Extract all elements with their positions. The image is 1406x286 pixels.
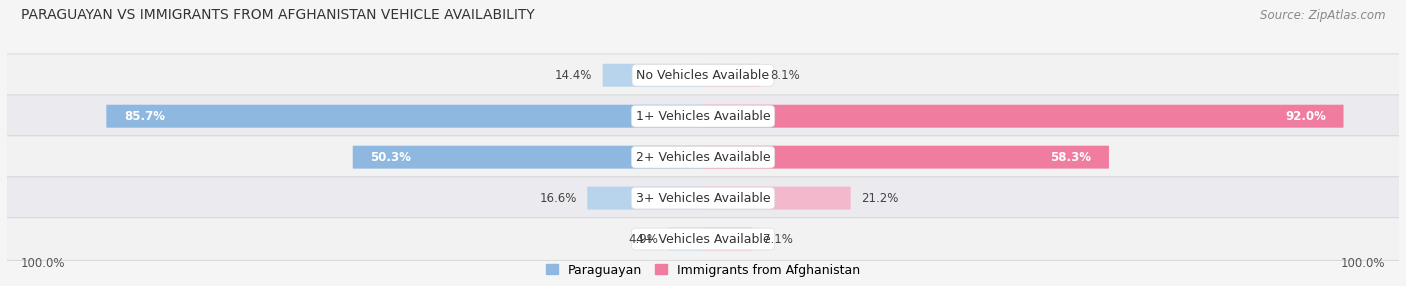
- FancyBboxPatch shape: [703, 146, 1109, 169]
- Text: 1+ Vehicles Available: 1+ Vehicles Available: [636, 110, 770, 123]
- Legend: Paraguayan, Immigrants from Afghanistan: Paraguayan, Immigrants from Afghanistan: [540, 259, 866, 282]
- Text: 4.9%: 4.9%: [628, 233, 658, 245]
- FancyBboxPatch shape: [7, 177, 1399, 219]
- FancyBboxPatch shape: [703, 228, 752, 251]
- Text: Source: ZipAtlas.com: Source: ZipAtlas.com: [1260, 9, 1385, 22]
- Text: 100.0%: 100.0%: [1341, 257, 1385, 270]
- FancyBboxPatch shape: [703, 105, 1344, 128]
- FancyBboxPatch shape: [7, 136, 1399, 178]
- FancyBboxPatch shape: [7, 218, 1399, 260]
- Text: PARAGUAYAN VS IMMIGRANTS FROM AFGHANISTAN VEHICLE AVAILABILITY: PARAGUAYAN VS IMMIGRANTS FROM AFGHANISTA…: [21, 8, 534, 22]
- Text: 2+ Vehicles Available: 2+ Vehicles Available: [636, 151, 770, 164]
- FancyBboxPatch shape: [603, 64, 703, 87]
- Text: 85.7%: 85.7%: [124, 110, 165, 123]
- FancyBboxPatch shape: [107, 105, 703, 128]
- Text: 4+ Vehicles Available: 4+ Vehicles Available: [636, 233, 770, 245]
- Text: 50.3%: 50.3%: [370, 151, 411, 164]
- Text: 3+ Vehicles Available: 3+ Vehicles Available: [636, 192, 770, 204]
- Text: 14.4%: 14.4%: [555, 69, 592, 82]
- FancyBboxPatch shape: [703, 64, 759, 87]
- Text: 8.1%: 8.1%: [770, 69, 800, 82]
- Text: 7.1%: 7.1%: [763, 233, 793, 245]
- Text: No Vehicles Available: No Vehicles Available: [637, 69, 769, 82]
- Text: 58.3%: 58.3%: [1050, 151, 1091, 164]
- FancyBboxPatch shape: [353, 146, 703, 169]
- FancyBboxPatch shape: [7, 54, 1399, 97]
- FancyBboxPatch shape: [669, 228, 703, 251]
- Text: 100.0%: 100.0%: [21, 257, 65, 270]
- FancyBboxPatch shape: [7, 95, 1399, 138]
- Text: 92.0%: 92.0%: [1285, 110, 1326, 123]
- FancyBboxPatch shape: [703, 187, 851, 210]
- FancyBboxPatch shape: [588, 187, 703, 210]
- Text: 16.6%: 16.6%: [540, 192, 576, 204]
- Text: 21.2%: 21.2%: [860, 192, 898, 204]
